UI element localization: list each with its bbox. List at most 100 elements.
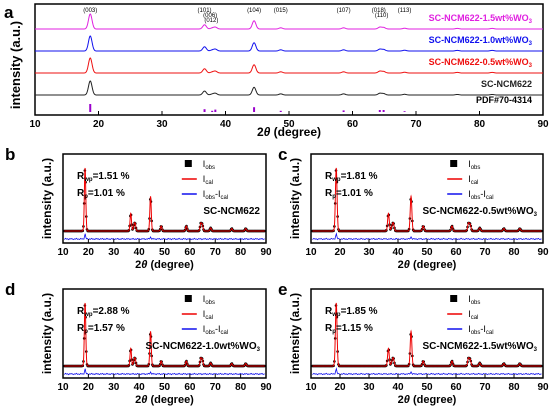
panel-label: b xyxy=(5,145,15,164)
peak-label: (015) xyxy=(274,8,288,14)
legend-obs-marker xyxy=(184,295,192,302)
panel-label: d xyxy=(5,280,15,299)
x-tick-label: 30 xyxy=(108,247,120,258)
rp-value: Rp=1.01 % xyxy=(77,188,125,200)
panel-a: a intensity (a.u.) (003) (101)(006)(012)(… xyxy=(4,3,549,139)
ylabel: intensity (a.u.) xyxy=(288,158,302,239)
difference-line xyxy=(312,367,542,376)
peak-label: (101) xyxy=(198,8,212,14)
x-tick-label: 30 xyxy=(156,119,168,130)
sample-label: SC-NCM622-1.0wt%WO3 xyxy=(146,341,261,353)
x-tick-label: 40 xyxy=(392,382,404,393)
x-tick-label: 60 xyxy=(184,247,196,258)
x-tick-label: 20 xyxy=(83,382,95,393)
difference-line xyxy=(63,233,265,241)
series-label: SC-NCM622-1.0wt%WO3 xyxy=(429,35,533,47)
x-ticks-a: 10 20 30 40 50 60 70 80 90 xyxy=(29,111,549,130)
legend-cal-label: Ical xyxy=(203,174,213,186)
panel-label: c xyxy=(278,145,287,164)
rp-value: Rp=1.15 % xyxy=(325,323,373,335)
peak-label: (012) xyxy=(204,18,218,24)
reference-sticks xyxy=(89,104,406,112)
peak-label: (107) xyxy=(337,8,351,14)
calculated-line xyxy=(312,302,542,367)
peak-label: (003) xyxy=(83,8,97,14)
legend-cal-label: Ical xyxy=(203,309,213,321)
rwp-value: Rwp=1.85 % xyxy=(325,306,378,318)
peak-label: (018) xyxy=(372,8,386,14)
series-line xyxy=(35,35,543,52)
xlabel: 2θ (degree) xyxy=(135,259,194,271)
x-tick-label: 20 xyxy=(83,247,95,258)
series-label: SC-NCM622-1.5wt%WO3 xyxy=(429,13,533,25)
x-tick-label: 20 xyxy=(334,247,346,258)
peak-label: (104) xyxy=(247,8,261,14)
x-tick-label: 70 xyxy=(479,247,491,258)
rp-value: Rp=1.57 % xyxy=(77,323,125,335)
sample-label: SC-NCM622-1.5wt%WO3 xyxy=(423,341,538,353)
xlabel: 2θ (degree) xyxy=(398,259,457,271)
panel-b: b intensity (a.u.)10 20 30 40 50 60 70 80 90 2θ (d… xyxy=(5,145,272,271)
sample-label: SC-NCM622-0.5wt%WO3 xyxy=(423,206,538,218)
legend: Iobs Ical Iobs-Ical xyxy=(181,159,228,201)
legend: Iobs Ical Iobs-Ical xyxy=(447,159,494,201)
x-tick-label: 60 xyxy=(450,382,462,393)
x-tick-label: 30 xyxy=(363,382,375,393)
series-labels: SC-NCM622-1.5wt%WO3 SC-NCM622-1.0wt%WO3 SC… xyxy=(429,13,533,105)
xrd-traces xyxy=(35,13,543,96)
x-tick-label: 90 xyxy=(537,382,549,393)
rwp-value: Rwp=2.88 % xyxy=(77,306,130,318)
x-tick-label: 10 xyxy=(305,382,317,393)
x-tick-label: 50 xyxy=(159,247,171,258)
x-tick-label: 90 xyxy=(537,119,549,130)
calculated-line xyxy=(64,167,265,232)
x-tick-label: 50 xyxy=(159,382,171,393)
panel-label-a: a xyxy=(4,3,14,22)
x-tick-label: 90 xyxy=(537,247,549,258)
x-tick-label: 80 xyxy=(235,382,247,393)
x-tick-label: 40 xyxy=(220,119,232,130)
ylabel: intensity (a.u.) xyxy=(40,293,54,374)
x-tick-label: 70 xyxy=(410,119,422,130)
series-label: PDF#70-4314 xyxy=(476,95,532,105)
x-tick-label: 10 xyxy=(29,119,41,130)
peak-label: (110) xyxy=(375,13,389,19)
x-tick-label: 30 xyxy=(108,382,120,393)
x-tick-label: 10 xyxy=(57,382,69,393)
legend-diff-label: Iobs-Ical xyxy=(203,189,228,201)
x-tick-label: 50 xyxy=(421,247,433,258)
x-tick-label: 60 xyxy=(184,382,196,393)
xlabel-a: 2θ (degree) xyxy=(257,125,321,139)
x-tick-label: 70 xyxy=(210,247,222,258)
rwp-value: Rwp=1.51 % xyxy=(77,171,130,183)
series-line xyxy=(35,80,543,96)
x-tick-label: 90 xyxy=(260,382,272,393)
calculated-line xyxy=(64,302,265,367)
series-line xyxy=(35,57,543,74)
x-tick-label: 40 xyxy=(134,247,146,258)
x-tick-label: 40 xyxy=(134,382,146,393)
rp-value: Rp=1.01 % xyxy=(325,188,373,200)
ylabel: intensity (a.u.) xyxy=(288,293,302,374)
x-tick-label: 40 xyxy=(392,247,404,258)
x-tick-label: 10 xyxy=(57,247,69,258)
calculated-line xyxy=(312,167,542,232)
x-tick-label: 50 xyxy=(283,119,295,130)
x-tick-label: 80 xyxy=(474,119,486,130)
x-tick-label: 30 xyxy=(363,247,375,258)
x-tick-label: 70 xyxy=(479,382,491,393)
x-tick-label: 20 xyxy=(334,382,346,393)
x-tick-label: 60 xyxy=(450,247,462,258)
legend-diff-label: Iobs-Ical xyxy=(203,324,228,336)
peak-label: (006) xyxy=(203,13,217,19)
xlabel: 2θ (degree) xyxy=(398,394,457,406)
peak-labels-a: (003) (101)(006)(012) (104) (015) (107) (018)… xyxy=(83,8,411,24)
peak-label: (113) xyxy=(398,8,412,14)
legend: Iobs Ical Iobs-Ical xyxy=(447,294,494,336)
xlabel: 2θ (degree) xyxy=(135,394,194,406)
legend-diff-label: Iobs-Ical xyxy=(468,324,493,336)
legend-obs-marker xyxy=(184,160,192,167)
